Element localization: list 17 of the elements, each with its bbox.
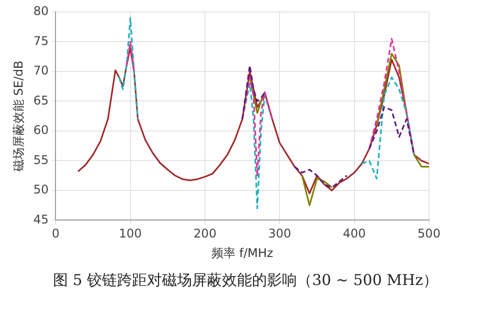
y-tick-label: 45	[33, 212, 49, 226]
x-tick-label: 300	[268, 226, 292, 241]
y-axis-title: 磁场屏蔽效能 SE/dB	[11, 60, 26, 173]
y-tick-label: 60	[33, 123, 49, 138]
x-tick-label: 200	[194, 226, 216, 241]
x-tick-label: 0	[52, 226, 60, 241]
y-tick-label: 75	[33, 34, 49, 48]
x-tick-label: 400	[342, 226, 366, 241]
x-tick-label: 100	[118, 226, 142, 241]
y-tick-label: 55	[33, 152, 49, 167]
caption: 图 5 铰链跨距对磁场屏蔽效能的影响（30 ~ 500 MHz）	[52, 271, 439, 290]
x-axis-title: 频率 f/MHz	[211, 246, 274, 260]
y-tick-label: 65	[33, 93, 49, 108]
y-tick-label: 50	[33, 182, 49, 197]
y-tick-label: 70	[33, 64, 49, 78]
x-tick-label: 500	[418, 226, 440, 241]
y-tick-label: 80	[33, 4, 49, 18]
